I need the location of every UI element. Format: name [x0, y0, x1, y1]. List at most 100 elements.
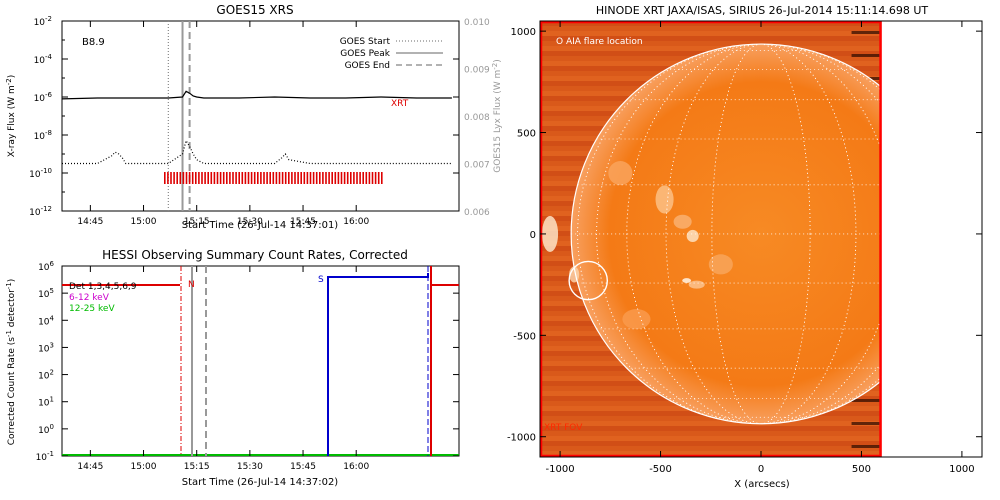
active-region — [673, 214, 692, 229]
xrt-x-tick-label: 1000 — [949, 464, 974, 475]
xrt-dark-row — [851, 445, 882, 448]
heliographic-grid — [571, 44, 951, 424]
xrt-x-tick-label: -500 — [649, 464, 672, 475]
active-region — [688, 280, 705, 289]
goes-y-tick-label: 10-6 — [34, 91, 53, 104]
legend-6-12: 6-12 keV — [69, 293, 110, 303]
xrt-x-tick-label: -1000 — [546, 464, 575, 475]
xrt-panel: HINODE XRT JAXA/ISAS, SIRIUS 26-Jul-2014… — [507, 4, 983, 490]
active-region — [542, 215, 559, 253]
active-region — [655, 185, 674, 214]
goes-y2-tick-label: 0.009 — [464, 66, 490, 76]
xrt-image-row — [540, 441, 882, 446]
goes-x-tick-label: 14:45 — [77, 217, 103, 227]
goes-y2-label: GOES15 Lyx Flux (W m-2) — [491, 59, 503, 173]
hessi-x-tick-label: 14:45 — [77, 462, 103, 472]
xrt-image-row — [540, 31, 882, 36]
goes-y-label: X-ray Flux (W m-2) — [5, 75, 17, 157]
hessi-x-tick-label: 16:00 — [343, 462, 369, 472]
hessi-legend: Det 1,3,4,5,6,9 6-12 keV 12-25 keV — [69, 282, 137, 314]
goes-y-tick-label: 10-8 — [34, 129, 52, 142]
xrt-x-axis: -1000 -500 0 500 1000 — [546, 21, 975, 475]
grid-longitude — [596, 44, 926, 424]
xrt-dark-row — [851, 54, 882, 57]
hessi-title: HESSI Observing Summary Count Rates, Cor… — [102, 248, 408, 262]
hessi-x-axis: 14:45 15:00 15:15 15:30 15:45 16:00 — [77, 266, 369, 472]
xrt-image-row — [540, 41, 882, 46]
hessi-y-tick-label: 101 — [38, 396, 54, 409]
xrt-image-row — [540, 436, 882, 441]
xrt-image-row — [540, 426, 882, 431]
solar-limb — [570, 43, 882, 425]
xrt-x-tick-label: 0 — [758, 464, 764, 475]
xrt-coverage-bars — [164, 172, 383, 184]
goes-y2-tick-label: 0.006 — [464, 208, 490, 218]
xrt-image-row — [540, 46, 882, 51]
goes-x-tick-label: 16:00 — [343, 217, 369, 227]
goes-x-tick-label: 15:30 — [237, 217, 263, 227]
active-region — [708, 254, 733, 275]
hessi-plot-frame — [61, 265, 460, 457]
xrt-y-tick-label: 500 — [517, 129, 536, 140]
hessi-x-tick-label: 15:15 — [184, 462, 210, 472]
hessi-x-tick-label: 15:45 — [290, 462, 316, 472]
xrt-label: XRT — [391, 99, 409, 109]
grid-longitude — [626, 44, 896, 424]
goes-y2-tick-label: 0.007 — [464, 161, 490, 171]
hessi-x-tick-label: 15:30 — [237, 462, 263, 472]
grid-longitude — [577, 44, 945, 424]
hessi-y-tick-label: 10-1 — [36, 450, 54, 463]
xrt-title: HINODE XRT JAXA/ISAS, SIRIUS 26-Jul-2014… — [596, 4, 929, 17]
xrt-fov-box — [539, 20, 882, 458]
xrt-y-tick-label: -1000 — [507, 433, 536, 444]
xrt-image-row — [540, 421, 882, 426]
hessi-y-tick-label: 102 — [38, 369, 54, 382]
grid-longitude — [665, 44, 857, 424]
goes-y-tick-label: 10-2 — [34, 15, 52, 28]
goes-y2-tick-label: 0.008 — [464, 113, 490, 123]
xrt-y-axis: 1000 500 0 -500 -1000 — [507, 27, 982, 444]
xrt-image-row — [540, 451, 882, 456]
legend-12-25: 12-25 keV — [69, 304, 115, 314]
hessi-blue-series — [327, 273, 429, 456]
active-region — [622, 309, 651, 330]
goes-y2-axis: 0.010 0.009 0.008 0.007 0.006 — [464, 18, 490, 218]
goes-x-tick-label: 15:00 — [131, 217, 157, 227]
xrt-image-row — [540, 36, 882, 41]
goes-x-tick-label: 15:45 — [290, 217, 316, 227]
goes-x-tick-label: 15:15 — [184, 217, 210, 227]
xrt-fov-label: XRT FOV — [544, 423, 583, 433]
xrt-dark-row — [851, 399, 882, 402]
goes-class-label: B8.9 — [82, 37, 105, 48]
aia-flare-location-circle — [568, 260, 609, 301]
hessi-series — [62, 266, 459, 456]
goes-x-axis: 14:45 15:00 15:15 15:30 15:45 16:00 — [77, 21, 369, 227]
goes-y-tick-label: 10-4 — [34, 53, 53, 66]
hessi-x-tick-label: 15:00 — [131, 462, 157, 472]
hessi-x-label: Start Time (26-Jul-14 14:37:02) — [182, 477, 339, 488]
goes-x-label: Start Time (26-Jul-14 14:37:01) — [182, 220, 339, 231]
hessi-y-axis: 106 105 104 103 102 101 100 10-1 — [36, 260, 459, 463]
xrt-y-tick-label: -500 — [513, 331, 536, 342]
hessi-y-tick-label: 100 — [38, 423, 54, 436]
hessi-n-label: N — [188, 280, 195, 290]
active-region — [682, 278, 692, 283]
hessi-panel: HESSI Observing Summary Count Rates, Cor… — [5, 248, 460, 488]
xrt-y-tick-label: 0 — [530, 230, 536, 241]
xrt-image-row — [540, 416, 882, 421]
xrt-dark-row — [851, 422, 882, 425]
active-region — [686, 229, 699, 242]
legend-goes-start: GOES Start — [340, 37, 391, 47]
goes-title: GOES15 XRS — [216, 3, 293, 17]
hessi-y-tick-label: 105 — [38, 287, 54, 300]
legend-goes-peak: GOES Peak — [340, 49, 390, 59]
goes-panel: GOES15 XRS 10-2 10-4 10-6 10-8 10-10 10-12 0.… — [5, 3, 503, 231]
hessi-y-tick-label: 106 — [38, 260, 54, 273]
xrt-x-label: X (arcsecs) — [734, 479, 790, 490]
goes-legend: GOES Start GOES Peak GOES End — [340, 37, 443, 71]
legend-goes-end: GOES End — [345, 61, 390, 71]
xrt-image-row — [540, 446, 882, 451]
goes-upper-series — [61, 90, 452, 100]
xrt-image-row — [540, 431, 882, 436]
